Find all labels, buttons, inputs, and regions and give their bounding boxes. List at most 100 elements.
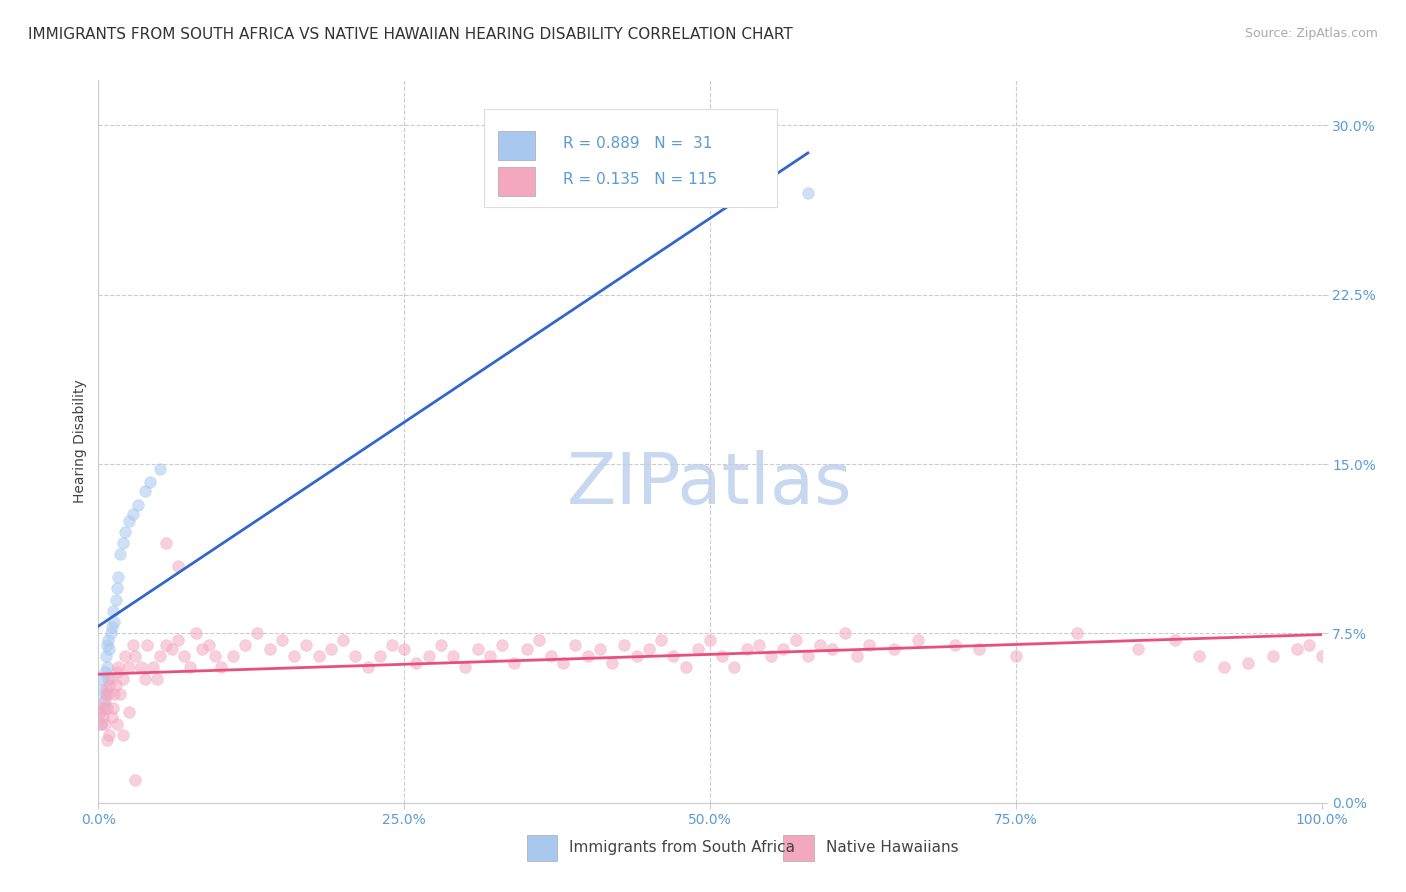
Point — [136, 638, 159, 652]
Point — [441, 648, 464, 663]
Point — [491, 638, 513, 652]
Point — [1212, 660, 1234, 674]
Point — [233, 638, 256, 652]
Point — [319, 642, 342, 657]
Text: ZIPatlas: ZIPatlas — [567, 450, 853, 519]
Point — [686, 642, 709, 657]
Point — [467, 642, 489, 657]
Point — [91, 701, 114, 715]
Point — [96, 732, 118, 747]
FancyBboxPatch shape — [484, 109, 778, 207]
Point — [527, 633, 550, 648]
Point — [97, 633, 120, 648]
Point — [381, 638, 404, 652]
Point — [478, 648, 501, 663]
Point — [1261, 648, 1284, 663]
Point — [308, 648, 330, 663]
Point — [101, 710, 124, 724]
Point — [96, 701, 118, 715]
Point — [613, 638, 636, 652]
Point — [107, 570, 129, 584]
Text: IMMIGRANTS FROM SOUTH AFRICA VS NATIVE HAWAIIAN HEARING DISABILITY CORRELATION C: IMMIGRANTS FROM SOUTH AFRICA VS NATIVE H… — [28, 27, 793, 42]
Point — [368, 648, 391, 663]
Point — [105, 582, 128, 596]
Point — [90, 716, 112, 731]
Point — [101, 620, 124, 634]
Point — [1188, 648, 1211, 663]
Point — [114, 524, 136, 539]
Point — [179, 660, 201, 674]
Point — [93, 716, 115, 731]
Point — [90, 716, 112, 731]
Point — [89, 706, 111, 720]
Point — [418, 648, 440, 663]
Text: Native Hawaiians: Native Hawaiians — [827, 840, 959, 855]
Point — [93, 701, 115, 715]
Point — [105, 665, 128, 679]
Point — [103, 615, 125, 630]
Point — [735, 642, 758, 657]
Point — [100, 672, 122, 686]
Point — [101, 604, 124, 618]
Point — [392, 642, 416, 657]
Point — [149, 648, 172, 663]
Point — [246, 626, 269, 640]
Point — [118, 706, 141, 720]
Point — [748, 638, 770, 652]
Point — [1004, 648, 1026, 663]
Point — [637, 642, 661, 657]
Point — [1286, 642, 1309, 657]
Point — [834, 626, 856, 640]
Point — [430, 638, 453, 652]
Point — [540, 648, 562, 663]
Point — [1128, 642, 1150, 657]
Point — [91, 682, 114, 697]
Text: R = 0.135   N = 115: R = 0.135 N = 115 — [564, 172, 717, 187]
Point — [160, 642, 183, 657]
Point — [127, 498, 149, 512]
Point — [626, 648, 648, 663]
Point — [967, 642, 990, 657]
Bar — [498, 167, 536, 196]
Point — [662, 648, 685, 663]
Point — [259, 642, 281, 657]
Point — [94, 648, 117, 663]
Point — [167, 558, 190, 573]
Point — [723, 660, 745, 674]
Point — [146, 672, 169, 686]
Point — [209, 660, 232, 674]
Point — [103, 687, 125, 701]
Point — [173, 648, 195, 663]
Point — [96, 660, 118, 674]
Point — [845, 648, 868, 663]
Point — [858, 638, 880, 652]
Point — [121, 638, 143, 652]
Point — [107, 660, 129, 674]
Point — [91, 710, 114, 724]
Y-axis label: Hearing Disability: Hearing Disability — [73, 380, 87, 503]
Point — [1298, 638, 1320, 652]
Point — [356, 660, 378, 674]
Point — [270, 633, 294, 648]
Point — [167, 633, 190, 648]
Point — [114, 648, 136, 663]
Point — [332, 633, 354, 648]
Point — [1164, 633, 1187, 648]
Point — [134, 672, 156, 686]
Point — [197, 638, 219, 652]
Point — [405, 656, 427, 670]
Point — [91, 672, 114, 686]
Point — [98, 678, 121, 692]
Point — [344, 648, 367, 663]
Point — [600, 656, 623, 670]
Point — [149, 461, 172, 475]
Point — [222, 648, 245, 663]
Point — [943, 638, 966, 652]
Point — [564, 638, 586, 652]
Point — [155, 536, 177, 550]
Point — [821, 642, 844, 657]
Point — [515, 642, 537, 657]
Point — [1066, 626, 1088, 640]
Point — [111, 536, 134, 550]
Point — [797, 186, 820, 201]
